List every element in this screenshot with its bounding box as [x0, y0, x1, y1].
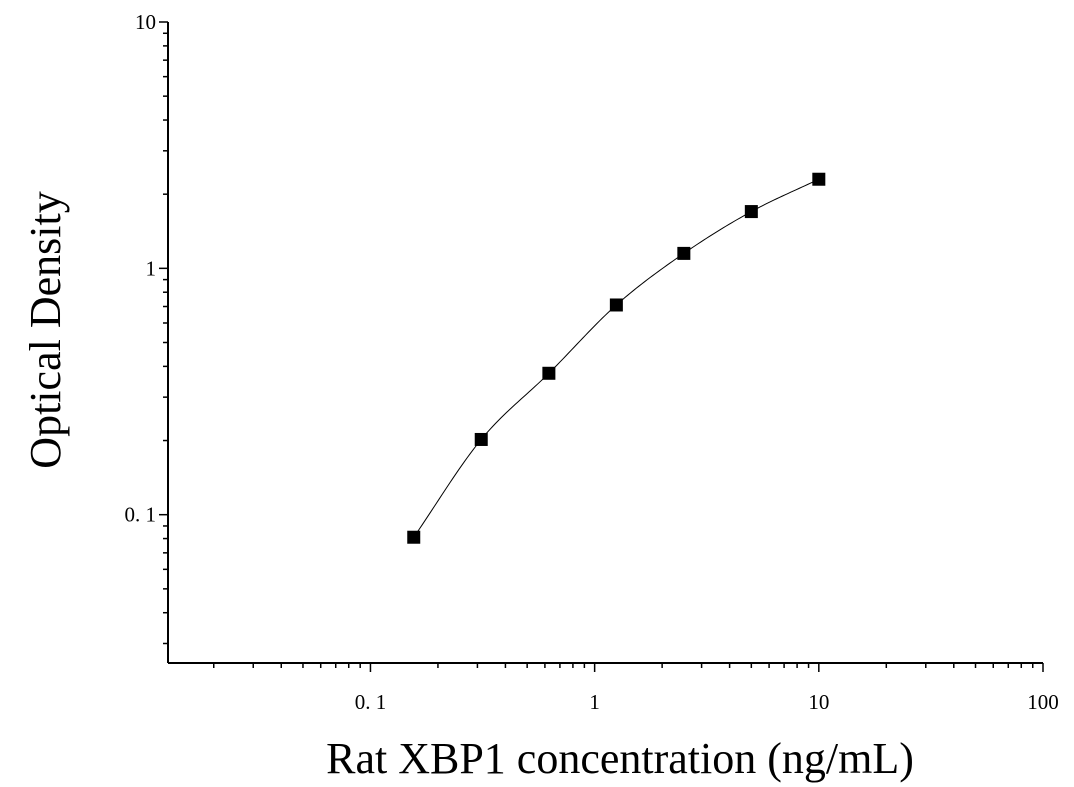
data-points: [407, 172, 826, 544]
y-tick-label: 10: [135, 10, 156, 34]
data-point: [542, 366, 556, 380]
axis-ticks: [159, 21, 1044, 672]
data-point: [812, 172, 826, 186]
data-point: [474, 432, 488, 446]
y-tick-label: 0. 1: [125, 503, 157, 527]
data-point: [677, 246, 691, 260]
y-axis-title: Optical Density: [21, 191, 70, 468]
tick-labels: 0. 1 1 10 100 0. 1 1 10: [125, 10, 1059, 714]
fit-curve: [413, 178, 820, 538]
x-tick-label: 0. 1: [355, 690, 387, 714]
x-tick-label: 1: [589, 690, 600, 714]
y-tick-label: 1: [146, 256, 157, 280]
data-point: [407, 530, 421, 544]
data-point: [744, 205, 758, 219]
data-point: [609, 298, 623, 312]
x-tick-label: 100: [1027, 690, 1059, 714]
x-tick-label: 10: [808, 690, 829, 714]
axes: [167, 22, 1043, 664]
x-axis-title: Rat XBP1 concentration (ng/mL): [326, 734, 914, 783]
